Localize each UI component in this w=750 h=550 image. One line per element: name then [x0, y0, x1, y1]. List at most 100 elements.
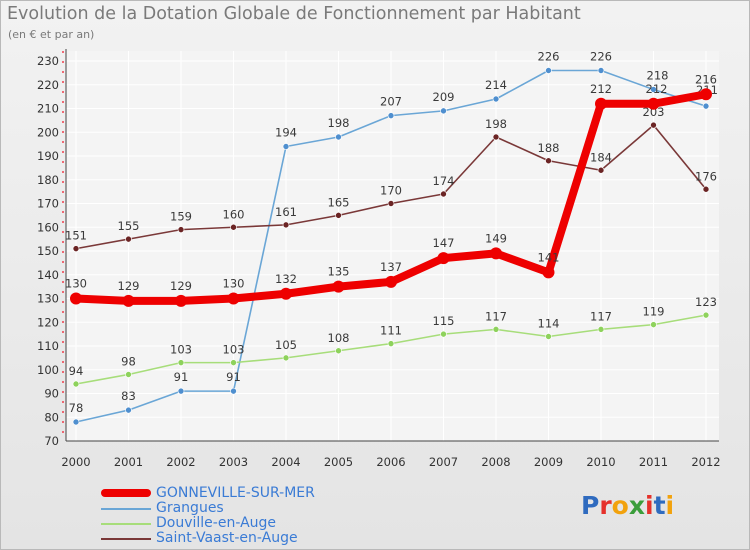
data-point-gonneville-sur-mer	[490, 247, 502, 260]
logo-letter: t	[653, 491, 666, 520]
data-label-douville-en-auge: 98	[121, 355, 136, 369]
chart-title: Evolution de la Dotation Globale de Fonc…	[7, 4, 581, 24]
logo-letter: x	[628, 491, 645, 520]
x-tick-label: 2012	[691, 455, 720, 469]
y-tick-label: 190	[37, 149, 59, 163]
x-tick-label: 2007	[429, 455, 458, 469]
data-point-gonneville-sur-mer	[595, 97, 607, 110]
data-point-saint-vaast-en-auge	[702, 185, 710, 193]
data-label-saint-vaast-en-auge: 160	[223, 207, 245, 221]
legend-swatch-saint-vaast	[101, 538, 151, 540]
x-tick-label: 2002	[166, 455, 195, 469]
legend-swatch-douville	[101, 523, 151, 525]
data-point-douville-en-auge	[230, 359, 237, 366]
data-point-grangues	[545, 67, 552, 74]
data-label-grangues: 214	[485, 78, 507, 92]
data-point-saint-vaast-en-auge	[72, 245, 80, 252]
legend-label-saint-vaast: Saint-Vaast-en-Auge	[156, 530, 298, 546]
data-label-gonneville-sur-mer: 135	[328, 265, 350, 279]
data-label-gonneville-sur-mer: 149	[485, 231, 507, 245]
data-label-gonneville-sur-mer: 141	[538, 250, 560, 264]
data-label-gonneville-sur-mer: 129	[170, 279, 192, 293]
data-point-grangues	[282, 143, 290, 150]
logo-letter: i	[645, 491, 654, 520]
data-point-douville-en-auge	[335, 347, 342, 355]
data-label-gonneville-sur-mer: 212	[646, 82, 668, 96]
data-label-saint-vaast-en-auge: 188	[538, 141, 560, 155]
data-label-grangues: 209	[433, 90, 455, 104]
data-point-saint-vaast-en-auge	[387, 200, 395, 207]
data-label-gonneville-sur-mer: 212	[590, 82, 612, 96]
y-tick-label: 160	[37, 220, 59, 234]
data-point-douville-en-auge	[597, 326, 605, 333]
data-label-douville-en-auge: 108	[328, 331, 350, 345]
data-point-douville-en-auge	[125, 371, 132, 378]
data-point-grangues	[702, 102, 710, 110]
proxiti-logo: Proxiti	[581, 491, 674, 520]
data-label-douville-en-auge: 94	[69, 364, 84, 378]
data-point-gonneville-sur-mer	[437, 252, 450, 265]
y-tick-label: 140	[37, 268, 59, 282]
y-tick-label: 210	[37, 102, 59, 116]
data-label-saint-vaast-en-auge: 203	[643, 105, 665, 119]
legend-swatch-grangues	[101, 508, 151, 510]
data-label-douville-en-auge: 117	[590, 309, 612, 323]
data-point-douville-en-auge	[387, 340, 395, 347]
data-label-douville-en-auge: 105	[275, 338, 297, 352]
data-label-douville-en-auge: 115	[433, 314, 455, 328]
data-point-saint-vaast-en-auge	[230, 223, 237, 231]
data-label-douville-en-auge: 119	[643, 305, 665, 319]
y-tick-label: 180	[37, 173, 59, 187]
data-point-saint-vaast-en-auge	[597, 166, 605, 174]
y-tick-label: 200	[37, 125, 59, 139]
y-tick-label: 100	[37, 363, 59, 377]
data-point-douville-en-auge	[492, 326, 500, 333]
y-tick-label: 120	[37, 315, 59, 329]
data-point-gonneville-sur-mer	[542, 266, 555, 279]
data-point-saint-vaast-en-auge	[492, 133, 500, 141]
data-point-douville-en-auge	[440, 330, 447, 338]
data-point-grangues	[125, 406, 132, 414]
data-point-saint-vaast-en-auge	[545, 157, 552, 165]
data-label-saint-vaast-en-auge: 165	[328, 195, 350, 209]
data-point-saint-vaast-en-auge	[177, 226, 185, 233]
data-point-douville-en-auge	[282, 354, 290, 362]
data-label-grangues: 198	[328, 116, 350, 130]
data-label-douville-en-auge: 123	[695, 295, 717, 309]
data-point-saint-vaast-en-auge	[125, 235, 132, 243]
data-label-douville-en-auge: 117	[485, 309, 507, 323]
x-tick-label: 2006	[376, 455, 405, 469]
legend-label-grangues: Grangues	[156, 500, 224, 516]
data-point-grangues	[335, 133, 342, 141]
x-tick-label: 2000	[61, 455, 90, 469]
data-label-grangues: 226	[590, 50, 612, 64]
data-point-douville-en-auge	[650, 321, 657, 328]
plot-area	[66, 51, 719, 441]
data-point-gonneville-sur-mer	[332, 280, 345, 293]
chart-subtitle: (en € et par an)	[8, 28, 95, 41]
data-point-grangues	[440, 107, 447, 115]
x-tick-label: 2009	[534, 455, 563, 469]
y-tick-label: 230	[37, 54, 59, 68]
legend-label-gonneville: GONNEVILLE-SUR-MER	[156, 485, 315, 501]
x-tick-label: 2010	[586, 455, 615, 469]
data-point-douville-en-auge	[545, 333, 552, 340]
data-point-grangues	[387, 112, 395, 119]
data-point-gonneville-sur-mer	[385, 275, 397, 288]
data-point-gonneville-sur-mer	[175, 294, 187, 307]
data-label-grangues: 218	[647, 69, 669, 83]
data-point-douville-en-auge	[177, 359, 185, 366]
data-label-grangues: 91	[174, 370, 189, 384]
x-tick-label: 2003	[219, 455, 248, 469]
data-label-gonneville-sur-mer: 130	[223, 277, 245, 291]
data-point-grangues	[597, 67, 605, 74]
data-point-douville-en-auge	[72, 380, 80, 388]
y-tick-label: 130	[37, 292, 59, 306]
data-point-douville-en-auge	[702, 311, 710, 319]
data-label-douville-en-auge: 114	[538, 317, 560, 331]
x-tick-label: 2005	[324, 455, 353, 469]
y-tick-label: 170	[37, 197, 59, 211]
data-label-saint-vaast-en-auge: 174	[433, 174, 455, 188]
data-label-saint-vaast-en-auge: 184	[590, 150, 612, 164]
data-label-grangues: 78	[69, 401, 84, 415]
